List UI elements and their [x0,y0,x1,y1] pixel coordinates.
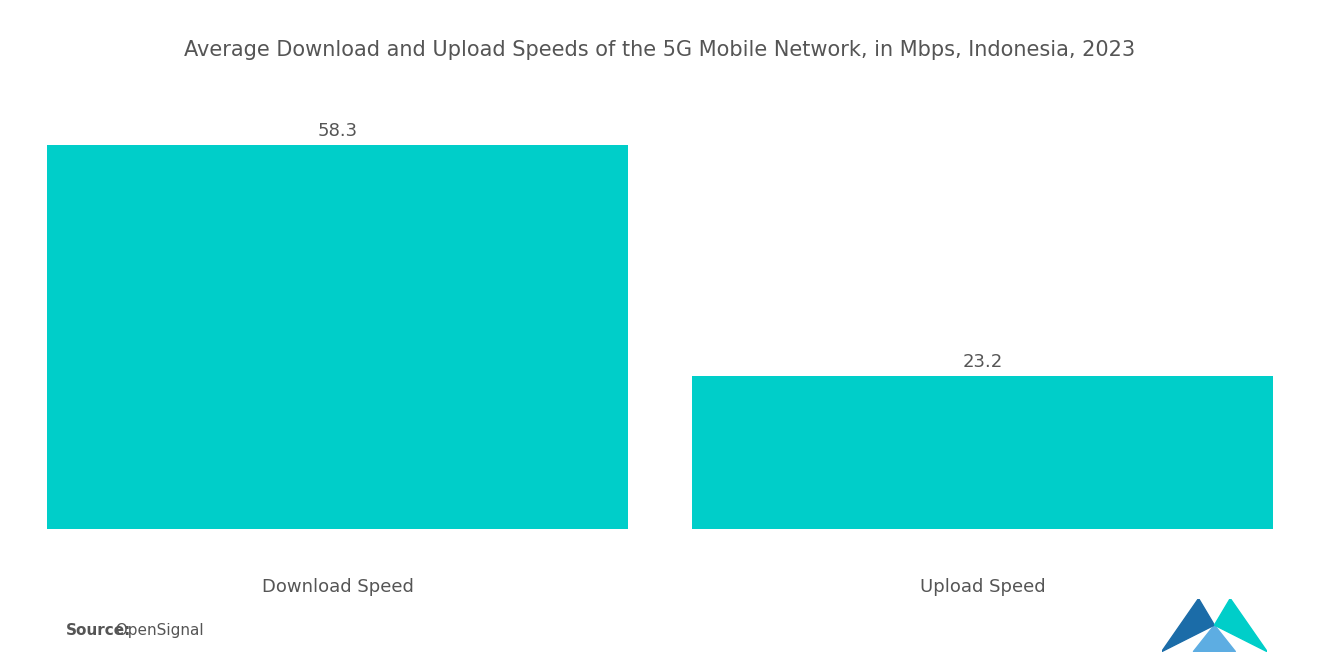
Polygon shape [1193,625,1236,652]
Text: Source:: Source: [66,623,132,638]
Polygon shape [1214,598,1267,652]
Text: 58.3: 58.3 [317,122,358,140]
Text: Upload Speed: Upload Speed [920,579,1045,597]
Text: Download Speed: Download Speed [261,579,413,597]
Text: OpenSignal: OpenSignal [106,623,203,638]
Text: 23.2: 23.2 [962,353,1003,371]
Bar [692,376,1272,529]
Text: Average Download and Upload Speeds of the 5G Mobile Network, in Mbps, Indonesia,: Average Download and Upload Speeds of th… [185,40,1135,60]
Bar [48,145,628,529]
Polygon shape [1162,598,1214,652]
